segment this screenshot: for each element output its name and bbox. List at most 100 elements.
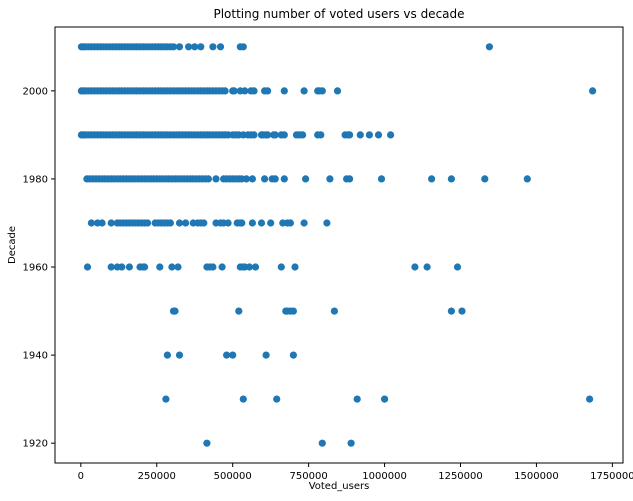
data-point: [300, 219, 308, 227]
data-point: [229, 351, 237, 359]
data-point: [197, 43, 205, 51]
data-point: [87, 219, 95, 227]
data-point: [347, 439, 355, 447]
data-point: [318, 439, 326, 447]
data-point: [481, 175, 489, 183]
data-point: [271, 175, 279, 183]
data-point: [447, 307, 455, 315]
data-point: [171, 307, 179, 315]
data-point: [586, 395, 594, 403]
data-point: [428, 175, 436, 183]
data-point: [209, 263, 217, 271]
data-point: [485, 43, 493, 51]
y-tick-label: 1920: [23, 439, 48, 450]
data-point: [185, 43, 193, 51]
data-point: [221, 87, 229, 95]
data-point: [374, 131, 383, 139]
data-point: [212, 175, 220, 183]
data-point: [346, 175, 354, 183]
x-tick-label: 500000: [214, 471, 252, 482]
data-point: [248, 219, 256, 227]
data-point: [264, 87, 272, 95]
data-point: [271, 131, 279, 139]
data-point: [209, 43, 217, 51]
x-tick-label: 1500000: [514, 471, 559, 482]
x-tick-label: 0: [78, 471, 84, 482]
x-tick-label: 1750000: [590, 471, 633, 482]
data-point: [423, 263, 431, 271]
data-point: [317, 131, 325, 139]
data-point: [162, 395, 170, 403]
data-point: [216, 43, 225, 51]
data-point: [235, 307, 243, 315]
data-point: [224, 219, 232, 227]
data-point: [589, 87, 597, 95]
x-tick-label: 1250000: [438, 471, 483, 482]
x-tick-label: 750000: [290, 471, 328, 482]
points-layer: [77, 43, 597, 447]
data-point: [302, 175, 310, 183]
x-axis: 0 250000 500000 750000 1000000 1250000 1500000…: [78, 463, 633, 482]
data-point: [175, 351, 184, 359]
y-tick-label: 1960: [23, 263, 48, 274]
data-point: [333, 87, 342, 95]
data-point: [365, 131, 373, 139]
data-point: [250, 87, 258, 95]
data-point: [168, 263, 176, 271]
data-point: [203, 439, 211, 447]
data-point: [107, 263, 115, 271]
data-point: [353, 395, 361, 403]
data-point: [280, 87, 288, 95]
data-point: [330, 307, 338, 315]
data-point: [387, 131, 395, 139]
data-point: [174, 263, 182, 271]
data-point: [238, 219, 246, 227]
data-point: [248, 175, 256, 183]
data-point: [377, 175, 386, 183]
data-point: [291, 263, 299, 271]
data-point: [289, 307, 297, 315]
y-tick-label: 2000: [23, 86, 48, 97]
data-point: [204, 175, 212, 183]
data-point: [163, 351, 171, 359]
data-point: [166, 219, 174, 227]
data-point: [230, 87, 238, 95]
data-point: [182, 219, 190, 227]
data-point: [175, 43, 184, 51]
data-point: [118, 263, 126, 271]
data-point: [169, 43, 178, 51]
data-point: [223, 351, 231, 359]
y-tick-label: 1940: [23, 351, 48, 362]
data-point: [289, 351, 297, 359]
data-point: [273, 395, 281, 403]
data-point: [107, 219, 115, 227]
x-tick-label: 1000000: [362, 471, 407, 482]
x-tick-label: 250000: [138, 471, 176, 482]
data-point: [156, 263, 164, 271]
data-point: [267, 219, 275, 227]
y-axis-label: Decade: [7, 226, 18, 264]
data-point: [242, 175, 250, 183]
data-point: [323, 219, 331, 227]
data-point: [286, 219, 294, 227]
data-point: [250, 131, 258, 139]
data-point: [326, 175, 334, 183]
data-point: [239, 43, 247, 51]
data-point: [141, 263, 149, 271]
data-point: [144, 219, 152, 227]
data-point: [300, 87, 308, 95]
data-point: [346, 131, 354, 139]
data-point: [239, 395, 247, 403]
data-point: [411, 263, 419, 271]
data-point: [318, 87, 326, 95]
data-point: [83, 263, 92, 271]
data-point: [98, 219, 106, 227]
data-point: [264, 131, 272, 139]
data-point: [381, 395, 389, 403]
data-point: [356, 131, 364, 139]
data-point: [280, 131, 288, 139]
x-axis-label: Voted_users: [309, 481, 370, 492]
data-point: [257, 219, 266, 227]
